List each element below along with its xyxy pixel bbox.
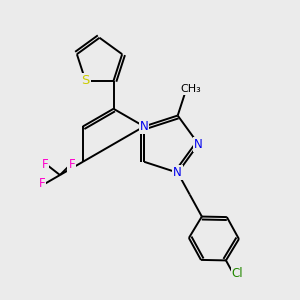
Text: F: F	[39, 177, 45, 190]
Text: S: S	[81, 74, 90, 87]
Text: CH₃: CH₃	[180, 84, 201, 94]
Text: F: F	[42, 158, 49, 171]
Text: N: N	[173, 166, 182, 179]
Text: Cl: Cl	[232, 267, 243, 280]
Text: N: N	[194, 138, 203, 151]
Text: N: N	[140, 120, 148, 133]
Text: F: F	[68, 158, 75, 171]
